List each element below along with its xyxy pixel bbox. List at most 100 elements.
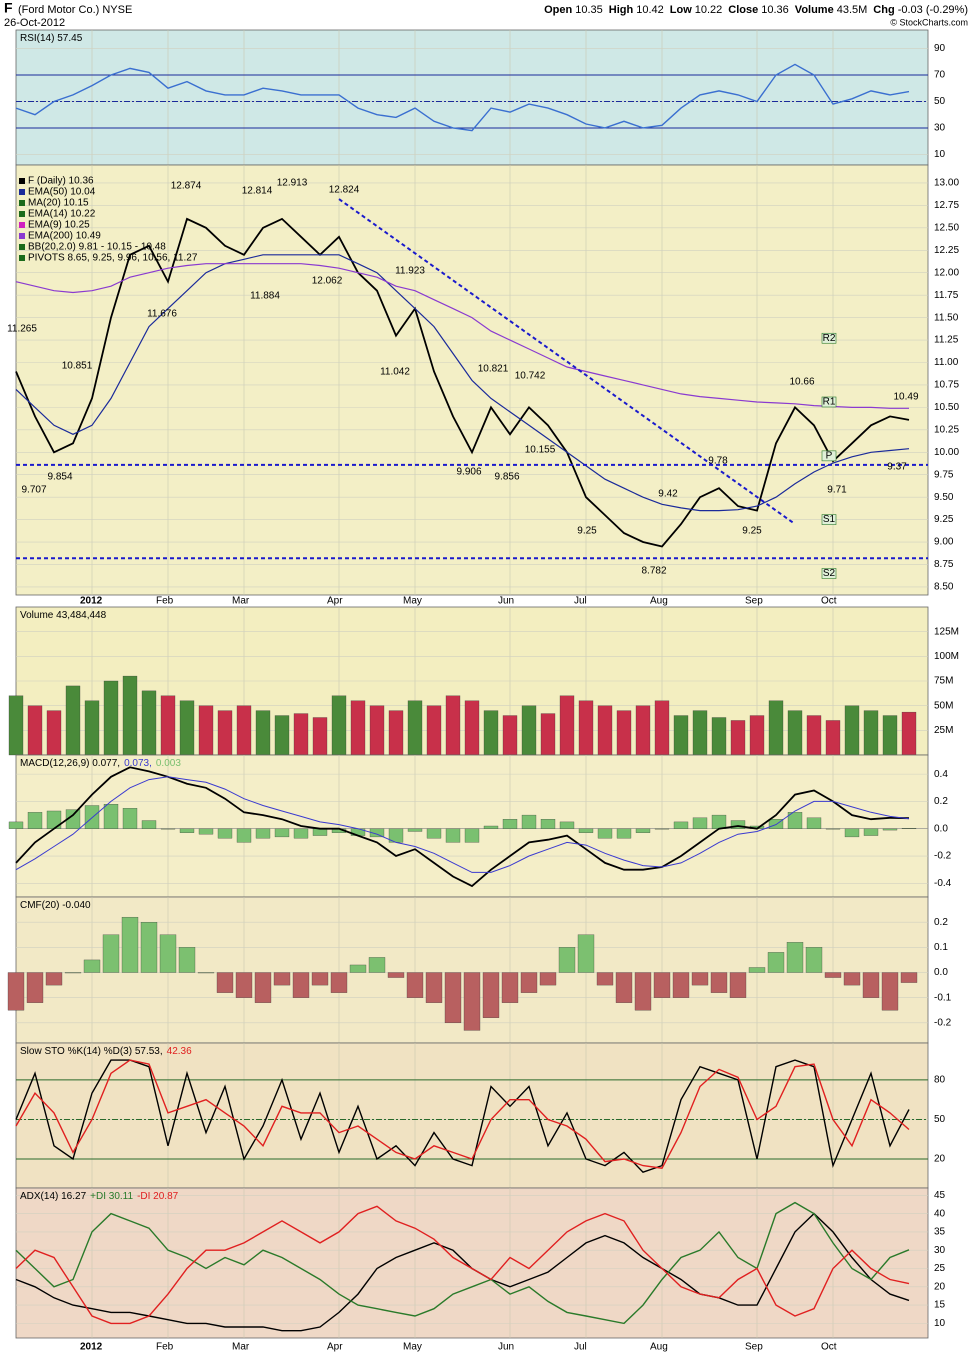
bar [26,972,44,1003]
quote-label: Open [544,4,572,16]
y-tick-label: 50 [934,96,946,107]
pivot-label: S1 [823,514,836,525]
pivot-box [821,332,837,344]
trend-line [338,198,796,525]
bar [140,922,158,973]
y-tick-label: 10.75 [934,380,959,391]
quote-label: Chg [873,4,894,16]
panel-title: MACD(12,26,9) 0.077, 0.073, 0.003 [20,758,181,769]
pivot-box [821,568,837,579]
pivot-box [821,514,837,525]
y-tick-label: 45 [934,1190,946,1201]
bar [122,808,138,829]
bar [445,828,461,843]
y-tick-label: 125M [934,626,959,637]
y-tick-label: 20 [934,1281,946,1292]
bar [312,828,328,836]
bar [217,710,233,756]
company-name: (Ford Motor Co.) NYSE [18,4,132,16]
y-tick-label: 0.0 [934,823,948,834]
bar [84,700,100,756]
bar [862,972,880,998]
bar [83,959,101,973]
price-annotation: 11.676 [147,309,177,320]
bar [388,710,404,756]
bar [881,972,899,1011]
bar [350,700,366,756]
legend-entry: MA(20) 10.15 [28,198,89,209]
bar [882,828,898,831]
y-tick-label: 75M [934,676,953,687]
y-tick-label: 50 [934,1114,946,1125]
symbol: F [4,0,13,16]
bar [558,947,576,973]
y-tick-label: 10.50 [934,402,959,413]
y-tick-label: 35 [934,1227,946,1238]
bar [7,972,25,1011]
quote-label: High [609,4,634,16]
x-tick-label: May [403,1342,422,1353]
series-line [15,63,910,132]
bar [578,828,594,833]
bar [387,972,405,978]
bar [768,819,784,829]
y-tick-label: 11.00 [934,357,959,368]
bar [711,717,727,756]
price-annotation: 9.37 [887,462,907,473]
bar [312,717,328,756]
bar [711,814,727,829]
title-part: RSI(14) 57.45 [20,33,83,44]
bar [692,710,708,756]
price-annotation: 11.923 [395,266,425,277]
bar [882,715,898,756]
y-tick-label: 11.75 [934,290,959,301]
y-tick-label: 25 [934,1263,946,1274]
y-tick-label: 0.4 [934,769,948,780]
bar [806,715,822,756]
price-annotation: 9.71 [827,485,847,496]
quote-label: Low [670,4,692,16]
bar [616,710,632,756]
x-tick-label: Jun [498,596,514,607]
legend-entry: BB(20,2.0) 9.81 - 10.15 - 10.48 [28,242,166,253]
title-part: Slow STO %K(14) %D(3) 57.53, [20,1046,163,1057]
y-tick-label: 20 [934,1154,946,1165]
bar [900,972,918,983]
bar [293,713,309,756]
y-tick-label: -0.1 [934,992,952,1003]
bar [482,972,500,1018]
panel-background [15,29,929,166]
y-tick-label: 9.50 [934,492,954,503]
series-line [15,263,909,409]
x-tick-label: Sep [745,596,763,607]
y-tick-label: 12.25 [934,245,959,256]
y-tick-label: 11.25 [934,335,959,346]
quote-value: 10.42 [636,4,664,16]
title-part: +DI 30.11 [90,1191,133,1202]
bar [198,828,214,835]
price-annotation: 9.25 [577,526,597,537]
price-annotation: 12.913 [277,178,308,189]
bar [464,828,480,843]
bar [844,828,860,838]
bar [691,972,709,986]
bar [178,947,196,973]
bar [445,695,461,756]
bar [824,972,842,978]
title-part: Volume 43,484,448 [20,610,107,621]
price-annotation: 11.042 [380,367,410,378]
panel-title: Volume 43,484,448 [20,610,107,621]
bar [141,690,157,756]
title-part: 42.36 [167,1046,192,1057]
price-annotation: 9.707 [21,485,46,496]
bar [483,825,499,829]
bar [653,972,671,998]
x-tick-label: Aug [650,596,668,607]
price-annotation: 10.49 [893,392,918,403]
bar [65,685,81,756]
bar [121,916,139,973]
bar [825,828,841,830]
legend-entry: PIVOTS 8.65, 9.25, 9.96, 10.56, 11.27 [28,253,198,264]
bar [673,715,689,756]
